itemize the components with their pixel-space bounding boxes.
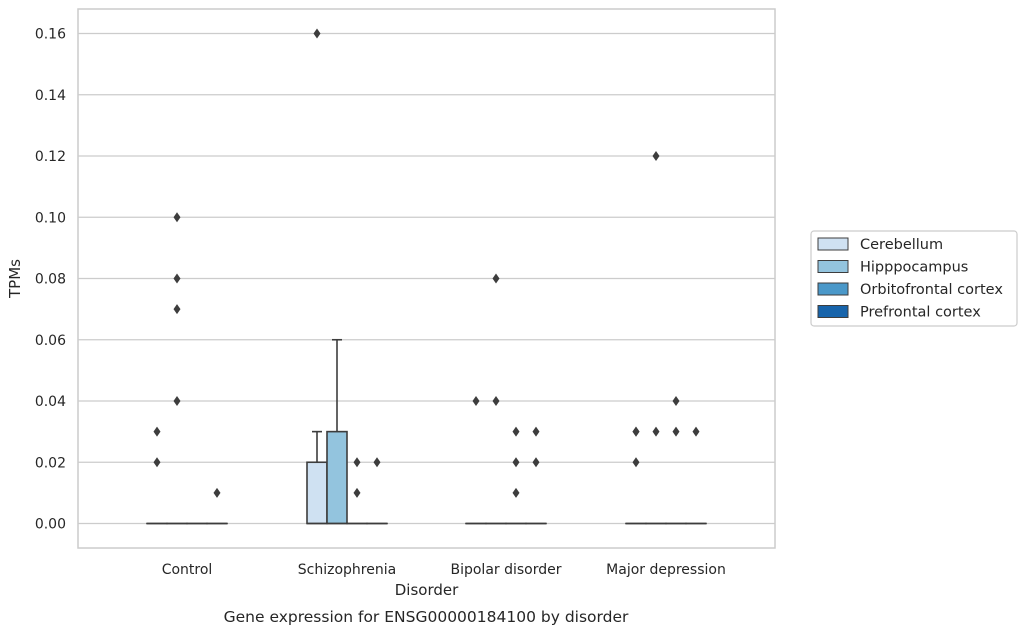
y-tick-label: 0.06	[35, 333, 66, 349]
legend-label: Orbitofrontal cortex	[860, 282, 1003, 298]
outlier-point	[632, 457, 640, 468]
box-1-0	[166, 212, 188, 525]
outlier-point	[492, 396, 500, 406]
outlier-point	[153, 457, 161, 468]
outlier-point	[213, 487, 221, 498]
outlier-point	[373, 457, 381, 468]
outlier-point	[532, 457, 540, 468]
outlier-point	[652, 426, 660, 437]
y-tick-label: 0.02	[35, 455, 66, 471]
box-3-0	[206, 487, 228, 525]
x-tick-label: Control	[162, 562, 213, 578]
y-tick-label: 0.12	[35, 149, 66, 165]
legend: Cerebellum Hipppocampus Orbitofrontal cort…	[810, 230, 1018, 327]
legend-swatch	[817, 237, 849, 251]
outlier-point	[173, 212, 181, 223]
y-tick-label: 0.00	[35, 517, 66, 533]
box-2-1	[346, 457, 368, 525]
y-tick-label: 0.14	[35, 88, 66, 104]
outlier-point	[512, 457, 520, 468]
outlier-point	[652, 151, 660, 161]
outlier-point	[532, 426, 540, 437]
box-3-3	[685, 426, 707, 525]
legend-box	[810, 230, 1018, 327]
outlier-point	[153, 426, 161, 437]
outlier-point	[173, 273, 181, 284]
y-tick-label: 0.16	[35, 27, 66, 43]
box-body	[306, 461, 328, 525]
outlier-point	[353, 487, 361, 498]
box-1-1	[326, 338, 348, 525]
legend-swatch	[817, 282, 849, 296]
plot-frame	[77, 8, 776, 549]
outlier-point	[353, 457, 361, 468]
x-tick-label: Major depression	[606, 562, 726, 578]
box-3-2	[525, 426, 547, 525]
legend-label: Prefrontal cortex	[860, 305, 981, 321]
x-tick-label: Schizophrenia	[298, 562, 396, 578]
outlier-point	[512, 426, 520, 437]
box-3-1	[366, 457, 388, 525]
legend-swatch	[817, 305, 849, 318]
legend-swatch	[817, 260, 849, 273]
y-tick-label: 0.04	[35, 394, 66, 410]
box-0-3	[625, 426, 647, 525]
y-axis-label: TPMs	[6, 259, 24, 299]
box-2-3	[665, 396, 687, 525]
y-tick-labels: 0.00 0.02 0.04 0.06 0.08 0.10 0.12 0.14 0.16	[35, 27, 66, 533]
box-body	[326, 430, 348, 525]
outlier-point	[472, 396, 480, 406]
outlier-point	[692, 426, 700, 437]
outlier-point	[313, 28, 321, 39]
outlier-point	[173, 304, 181, 315]
chart-caption: Gene expression for ENSG00000184100 by d…	[224, 608, 629, 626]
outlier-point	[173, 396, 181, 406]
outlier-point	[512, 487, 520, 498]
x-axis-label: Disorder	[395, 581, 459, 599]
legend-label: Hipppocampus	[860, 260, 968, 276]
box-plot-marks	[146, 28, 707, 525]
x-tick-label: Bipolar disorder	[450, 562, 561, 578]
outlier-point	[492, 273, 500, 284]
y-tick-label: 0.08	[35, 272, 66, 288]
y-tick-label: 0.10	[35, 210, 66, 226]
legend-label: Cerebellum	[860, 237, 943, 253]
x-tick-labels: Control Schizophrenia Bipolar disorder Majo…	[162, 562, 726, 578]
outlier-point	[672, 426, 680, 437]
outlier-point	[632, 426, 640, 437]
outlier-point	[672, 396, 680, 406]
